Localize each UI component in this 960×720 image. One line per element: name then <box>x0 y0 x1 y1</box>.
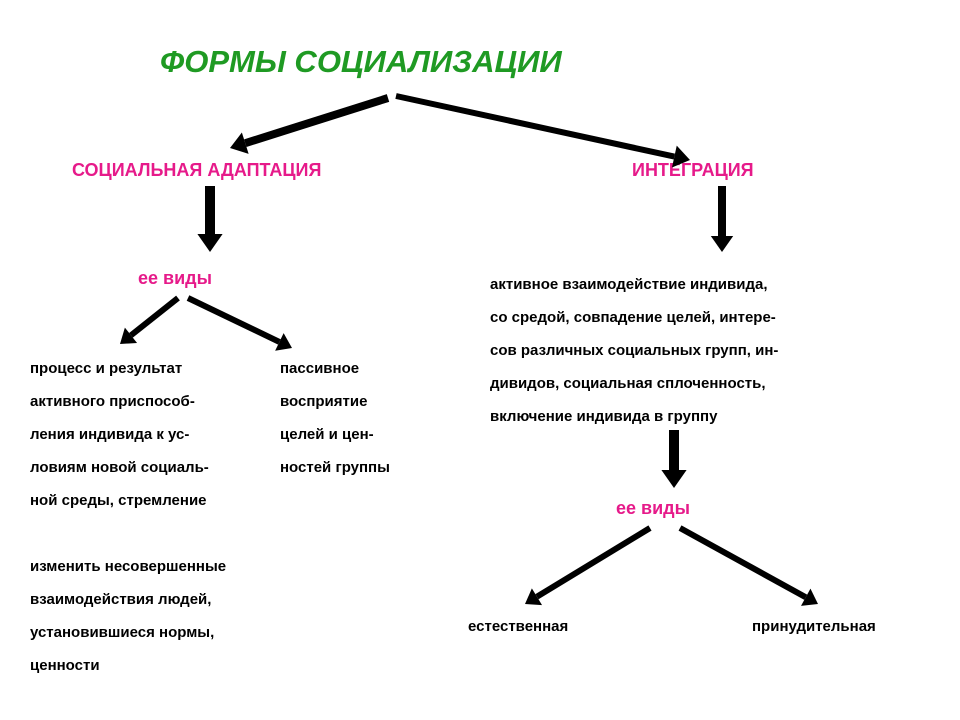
right-types-label: ее виды <box>616 498 690 519</box>
left-types-label: ее виды <box>138 268 212 289</box>
branch-left-head: СОЦИАЛЬНАЯ АДАПТАЦИЯ <box>72 160 321 181</box>
right-block: активное взаимодействие индивида, со сре… <box>490 268 778 433</box>
natural-label: естественная <box>468 618 568 635</box>
left-column-a: процесс и результатактивного приспособ-л… <box>30 352 226 682</box>
left-column-b: пассивное восприятие целей и цен-ностей … <box>280 352 390 484</box>
forced-label: принудительная <box>752 618 876 635</box>
diagram-title: ФОРМЫ СОЦИАЛИЗАЦИИ <box>160 44 562 80</box>
branch-right-head: ИНТЕГРАЦИЯ <box>632 160 754 181</box>
